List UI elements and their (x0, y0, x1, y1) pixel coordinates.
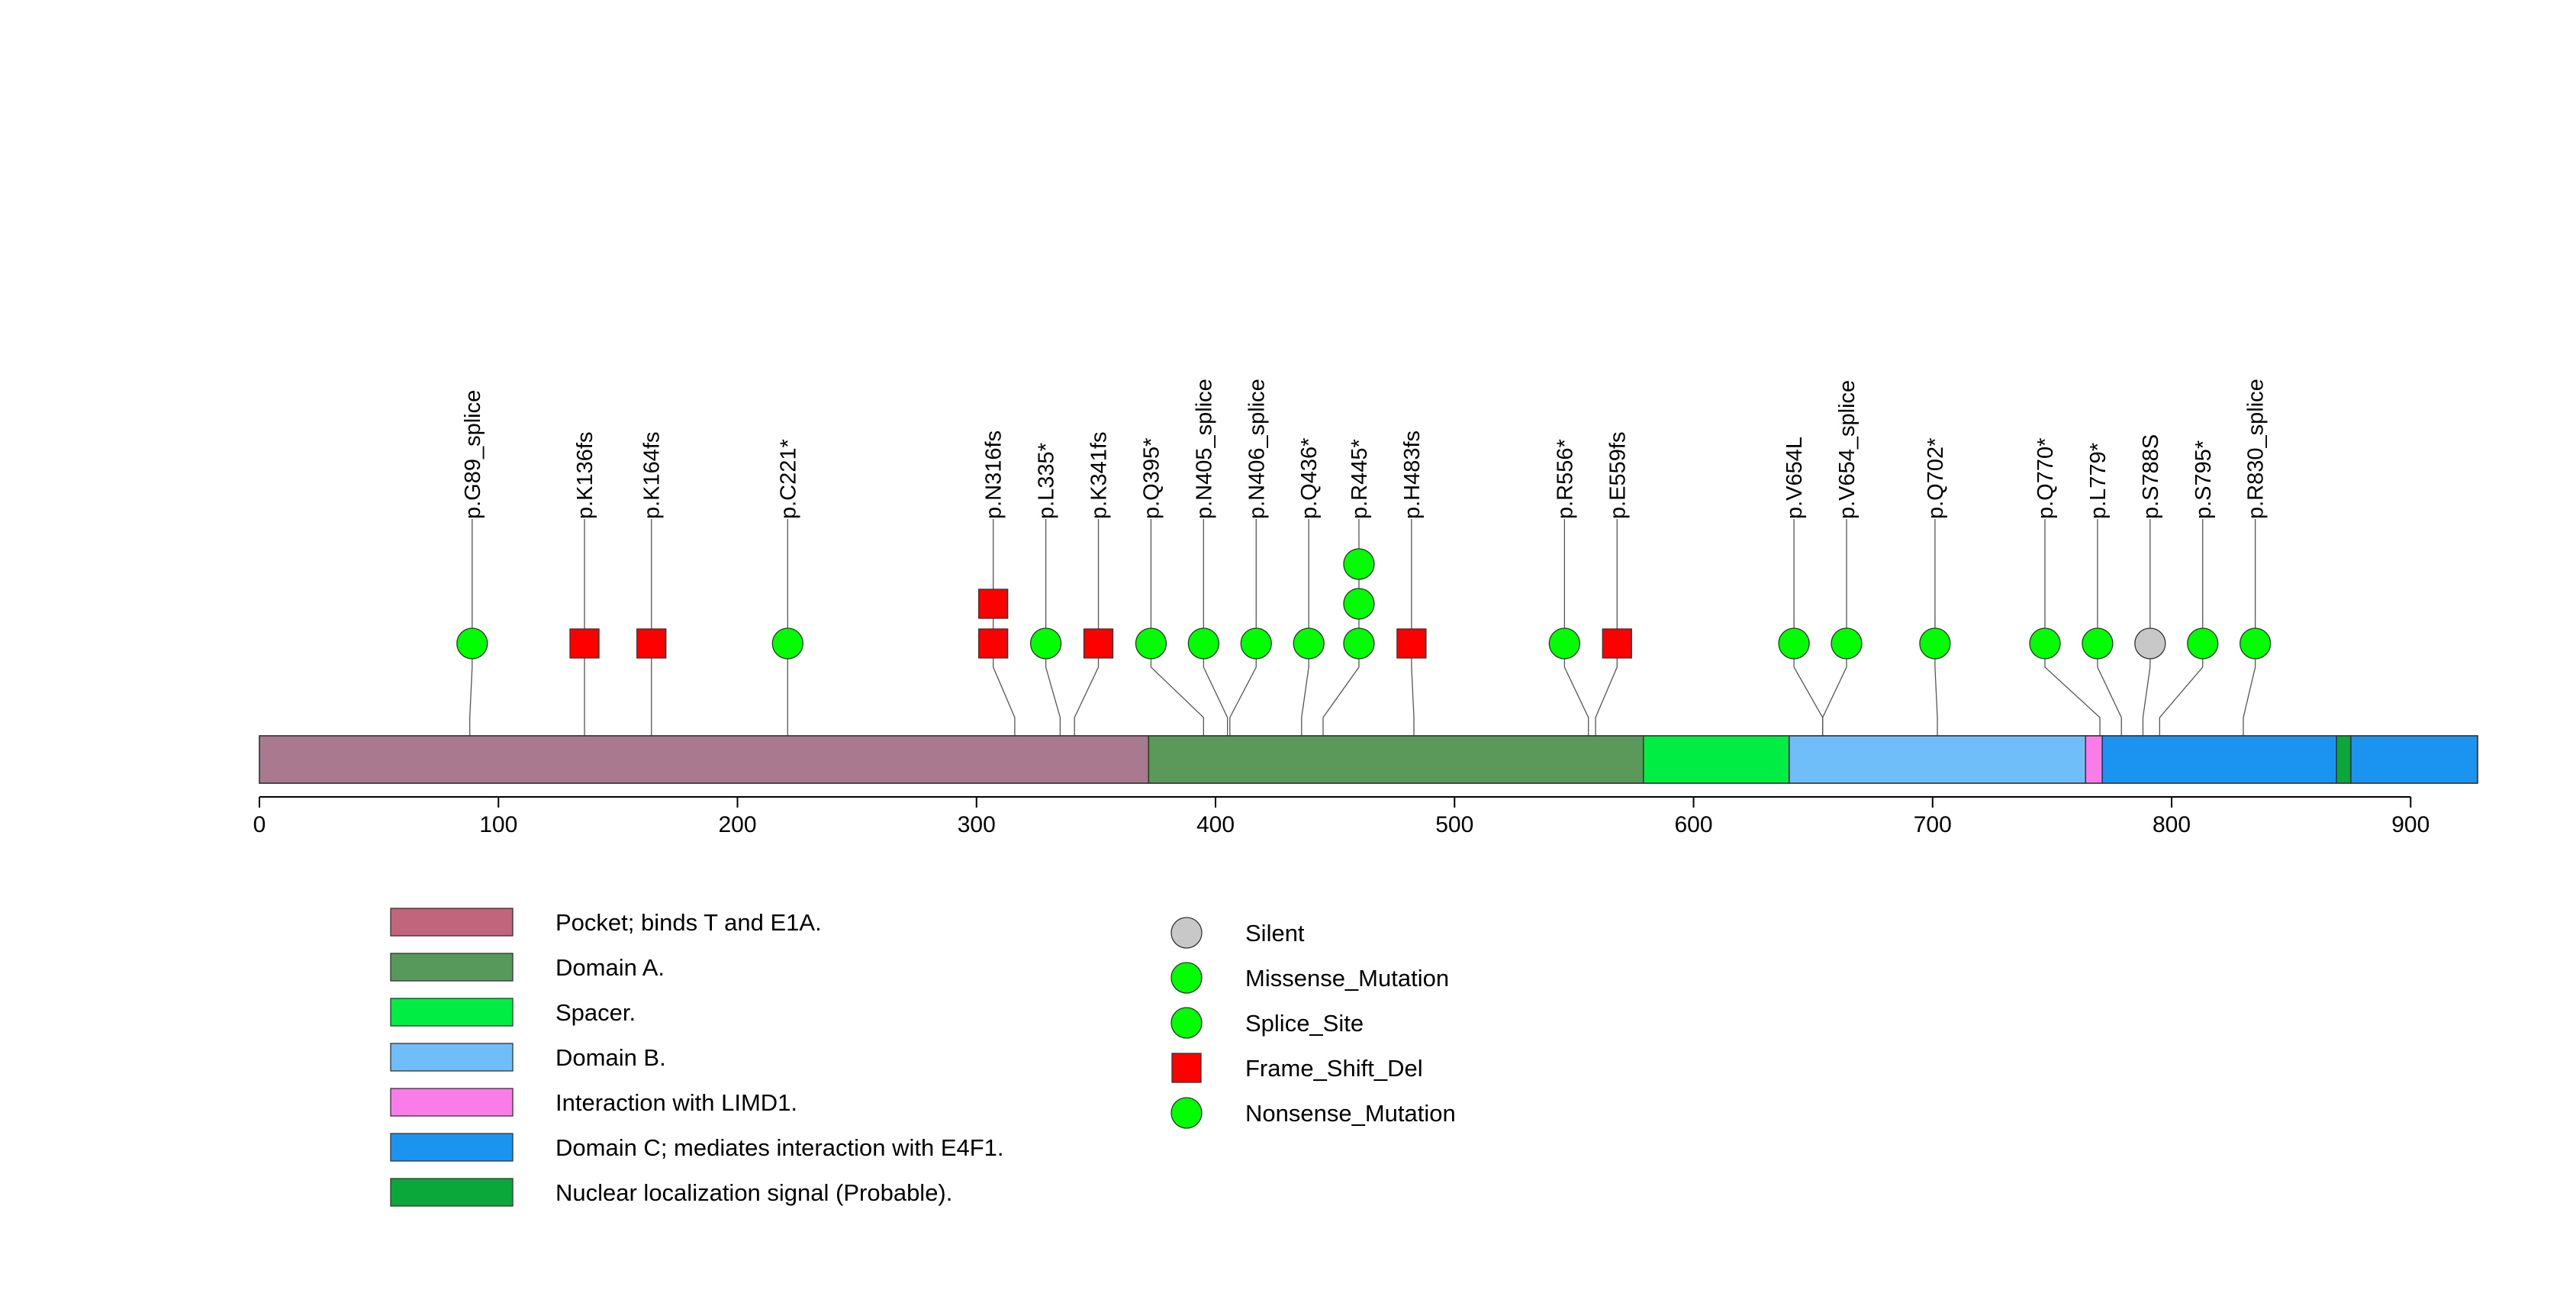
mutation-label: p.N406_splice (1245, 379, 1269, 519)
protein-backbone (259, 735, 2478, 784)
nonsense-marker (1293, 627, 1325, 660)
legend-domain-label: Domain A. (555, 954, 665, 981)
frameshift-marker (636, 628, 667, 659)
mutation-label: p.K164fs (640, 432, 665, 519)
mutation-label: p.Q702* (1924, 438, 1948, 519)
nonsense-marker (1343, 588, 1375, 620)
nonsense-marker (1548, 627, 1581, 660)
splice-marker (1240, 627, 1272, 660)
mutation-label: p.V654_splice (1835, 380, 1860, 519)
legend-domain-label: Domain C; mediates interaction with E4F1… (555, 1134, 1004, 1161)
mutation-label: p.N316fs (982, 431, 1006, 519)
legend-domain-label: Pocket; binds T and E1A. (555, 909, 822, 936)
nonsense-marker (1343, 627, 1375, 660)
mutation-label: p.S795* (2191, 440, 2216, 519)
x-tick-label: 900 (2391, 812, 2429, 837)
nonsense-marker (1135, 627, 1167, 660)
mutation-label: p.N405_splice (1192, 379, 1216, 519)
legend-mutation-label: Splice_Site (1245, 1010, 1364, 1037)
x-tick-label: 600 (1674, 812, 1712, 837)
mutation-label: p.G89_splice (461, 390, 485, 519)
mutation-label: p.Q436* (1297, 438, 1322, 519)
domain-6 (2336, 735, 2352, 784)
legend-domain-swatch (390, 998, 514, 1027)
frameshift-marker (1396, 628, 1427, 659)
x-tick-label: 400 (1196, 812, 1235, 837)
mutation-label: p.H483fs (1400, 431, 1425, 519)
nonsense-marker (2082, 627, 2114, 660)
nonsense-marker (1919, 627, 1951, 660)
legend-mutation-label: Nonsense_Mutation (1245, 1100, 1456, 1127)
legend-domain-label: Domain B. (555, 1044, 666, 1071)
legend-domain-label: Nuclear localization signal (Probable). (555, 1179, 952, 1206)
splice-marker (1187, 627, 1220, 660)
frameshift-marker (1602, 628, 1632, 659)
x-tick-label: 700 (1914, 812, 1952, 837)
domain-5 (2101, 735, 2337, 784)
splice-marker (1831, 627, 1863, 660)
domain-7 (2350, 735, 2478, 784)
x-tick-label: 100 (479, 812, 517, 837)
splice-marker (456, 627, 488, 660)
legend-domain-swatch (390, 1133, 514, 1162)
domain-2 (1642, 735, 1790, 784)
x-axis: 0 100 200 300 400 500 600 700 800 900 (253, 796, 2429, 837)
nonsense-marker (2029, 627, 2061, 660)
x-tick-label: 300 (958, 812, 996, 837)
x-tick-label: 200 (718, 812, 756, 837)
legend-mutation-label: Silent (1245, 920, 1305, 947)
legend-domain-swatch (390, 1088, 514, 1117)
frameshift-marker (1083, 628, 1114, 659)
domain-3 (1789, 735, 2087, 784)
frameshift-marker (978, 628, 1009, 659)
domain-legend: Pocket; binds T and E1A. Domain A. Spacer.… (390, 908, 1004, 1207)
frameshift-marker (978, 589, 1009, 619)
mutation-label: p.R830_splice (2244, 379, 2268, 519)
legend-circle-marker (1170, 917, 1203, 949)
mutation-label: p.C221* (776, 439, 800, 519)
legend-domain-swatch (390, 1043, 514, 1072)
mutation-markers (456, 548, 2272, 660)
x-tick-label: 500 (1435, 812, 1473, 837)
legend-domain-swatch (390, 1178, 514, 1207)
legend-domain-label: Interaction with LIMD1. (555, 1089, 797, 1116)
legend-circle-marker (1170, 1007, 1203, 1039)
mutation-label: p.L779* (2086, 443, 2111, 519)
legend-domain-label: Spacer. (555, 999, 636, 1026)
mutation-label: p.S788S (2139, 434, 2163, 519)
mutation-label: p.R556* (1553, 439, 1577, 519)
nonsense-marker (771, 627, 803, 660)
domain-0 (259, 735, 1150, 784)
legend-domain-swatch (390, 953, 514, 982)
mutation-label: p.K136fs (573, 432, 597, 519)
nonsense-marker (2187, 627, 2219, 660)
legend-circle-marker (1170, 1097, 1203, 1129)
mutation-label: p.V654L (1782, 437, 1807, 519)
mutation-label: p.Q395* (1139, 438, 1164, 519)
legend-circle-marker (1170, 962, 1203, 994)
nonsense-marker (1029, 627, 1062, 660)
legend-mutation-label: Frame_Shift_Del (1245, 1055, 1423, 1082)
mutation-label: p.L335* (1035, 443, 1059, 519)
legend-frameshift-marker (1171, 1053, 1202, 1083)
silent-marker (2134, 627, 2166, 660)
x-tick-label: 800 (2153, 812, 2191, 837)
mutation-legend: Silent Missense_Mutation Splice_Site Frame_… (1170, 917, 1456, 1129)
mutation-labels: p.G89_splice p.K136fs p.K164fs p.C221* p.N31… (461, 379, 2268, 519)
missense-marker (1778, 627, 1810, 660)
x-tick-label: 0 (253, 812, 266, 837)
domain-1 (1148, 735, 1644, 784)
mutation-label: p.K341fs (1087, 432, 1112, 519)
mutation-label: p.Q770* (2033, 438, 2058, 519)
nonsense-marker (1343, 548, 1375, 580)
mutation-label: p.R445* (1348, 439, 1372, 519)
mutation-label: p.E559fs (1605, 432, 1630, 519)
domain-4 (2085, 735, 2103, 784)
legend-mutation-label: Missense_Mutation (1245, 965, 1449, 992)
legend-domain-swatch (390, 908, 514, 937)
splice-marker (2240, 627, 2272, 660)
frameshift-marker (569, 628, 600, 659)
